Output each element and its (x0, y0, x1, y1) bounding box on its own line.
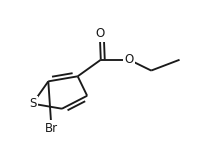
Text: S: S (29, 97, 36, 110)
Text: O: O (95, 27, 104, 40)
Text: Br: Br (45, 122, 58, 135)
Text: O: O (125, 53, 134, 66)
